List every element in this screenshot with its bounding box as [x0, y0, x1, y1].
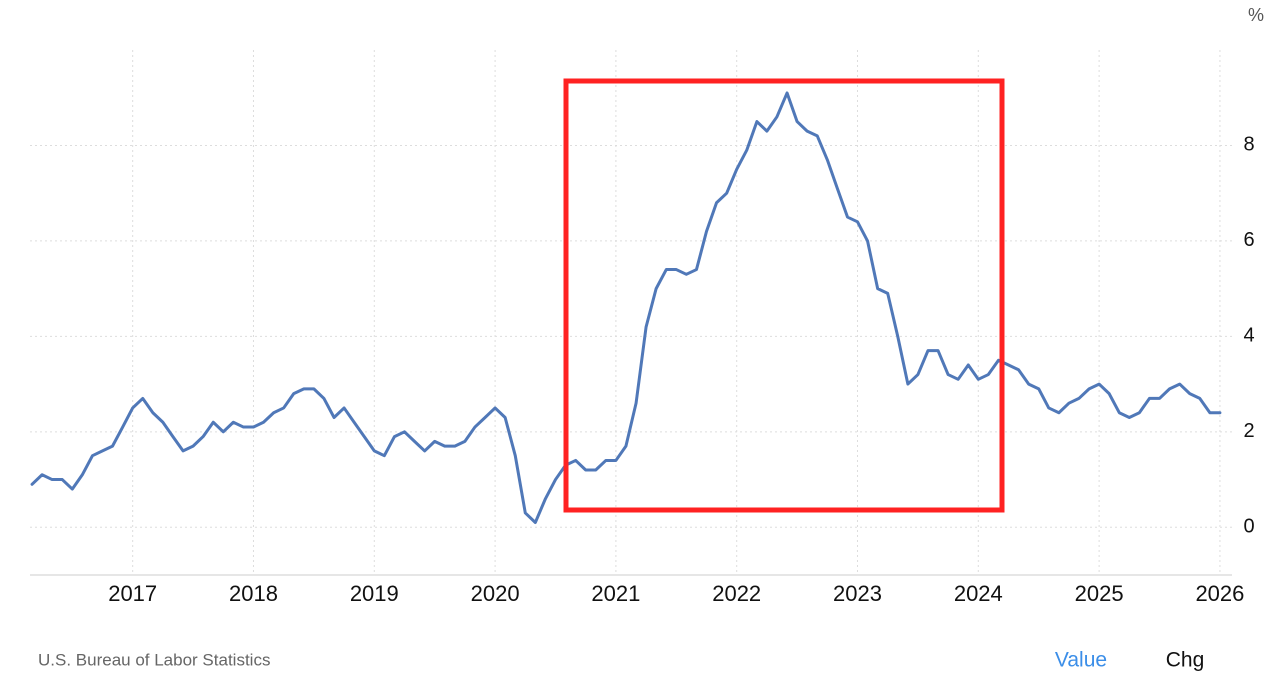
source: U.S. Bureau of Labor Statistics: [38, 650, 270, 669]
x-tick-label: 2024: [954, 581, 1003, 606]
y-tick-label: 0: [1243, 516, 1254, 538]
data-line: [30, 91, 1222, 524]
highlight-box: [563, 78, 1005, 513]
chg-button[interactable]: Chg: [1166, 649, 1205, 672]
x-tick-label: 2022: [712, 581, 761, 606]
x-tick-label: 2019: [350, 581, 399, 606]
x-tick-label: 2021: [591, 581, 640, 606]
y-tick-label: 2: [1243, 420, 1254, 442]
y-tick-label: 4: [1243, 325, 1254, 347]
x-tick-label: 2023: [833, 581, 882, 606]
x-tick-label: 2026: [1195, 581, 1244, 606]
y-tick-label: 6: [1243, 229, 1254, 251]
value-button[interactable]: Value: [1055, 649, 1107, 672]
y-tick-label: 8: [1243, 134, 1254, 156]
unit-label: %: [1248, 5, 1264, 25]
x-tick-label: 2020: [471, 581, 520, 606]
x-tick-label: 2025: [1075, 581, 1124, 606]
x-tick-label: 2017: [108, 581, 157, 606]
x-tick-label: 2018: [229, 581, 278, 606]
